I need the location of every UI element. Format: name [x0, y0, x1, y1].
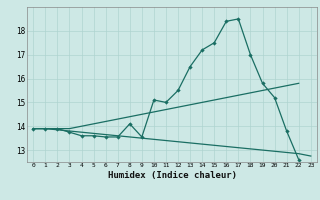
X-axis label: Humidex (Indice chaleur): Humidex (Indice chaleur)	[108, 171, 236, 180]
